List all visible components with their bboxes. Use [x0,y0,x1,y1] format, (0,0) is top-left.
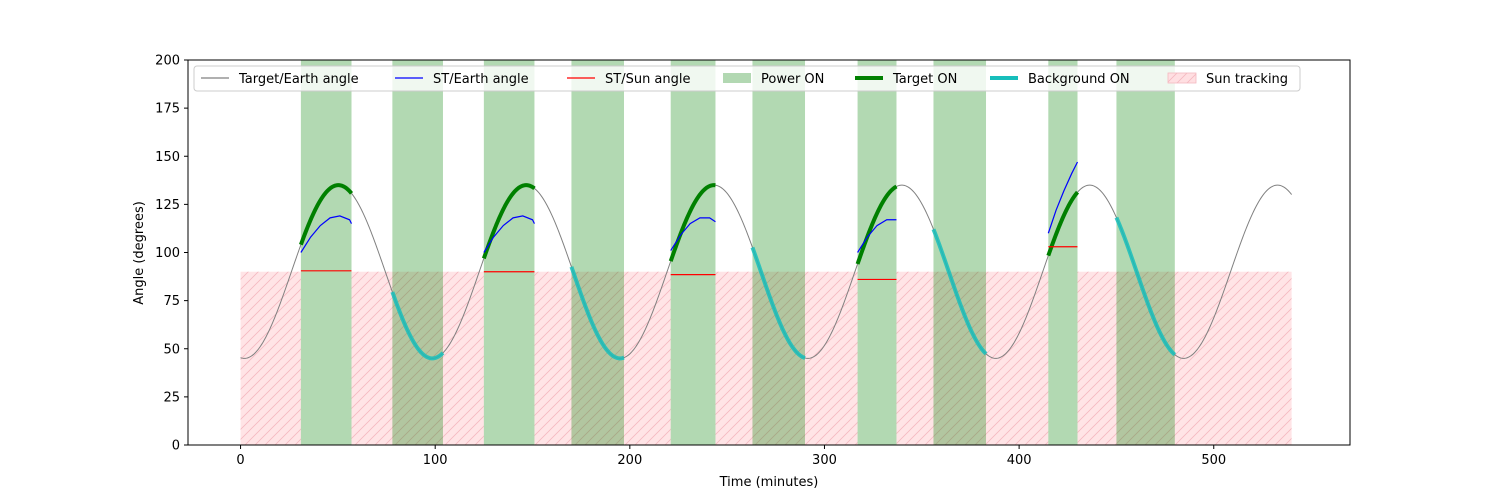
y-tick-label: 100 [155,246,180,261]
power-on-span [752,60,806,445]
st-sun-series [300,246,1078,281]
sun-tracking-hatch [351,271,484,445]
legend-swatch-hatch [1168,73,1196,83]
power-on-span [1116,60,1175,445]
sun-tracking-hatch [534,271,671,445]
background-on-segment [390,291,445,361]
target-on-segment [668,183,716,262]
target-on-segment [1046,190,1080,257]
st-earth-segment [483,215,535,253]
x-tick-label: 0 [236,453,244,468]
background-on-segment [750,246,806,360]
background-on-segment [931,228,988,356]
y-axis-ticks: 0 25 50 75 100 125 150 175 200 [155,54,188,454]
legend-label: ST/Sun angle [605,72,691,87]
st-earth-segment [857,219,897,253]
y-tick-label: 50 [163,342,180,357]
sun-tracking-hatch [715,271,858,445]
target-on-series [299,183,1080,265]
st-earth-segment [1047,161,1079,234]
legend-label: Sun tracking [1206,72,1288,87]
x-tick-label: 300 [812,453,837,468]
x-tick-label: 400 [1007,453,1032,468]
power-on-span [857,60,897,445]
x-tick-label: 200 [617,453,642,468]
legend-label: Target ON [892,72,957,87]
target-on-segment [855,184,898,265]
st-earth-segment [670,217,716,251]
legend-label: Background ON [1028,72,1130,87]
legend-label: Target/Earth angle [238,72,359,87]
y-tick-label: 125 [155,198,180,213]
legend-label: Power ON [761,72,824,87]
power-on-span [483,60,535,445]
power-on-regions [300,60,1175,445]
sun-tracking-hatch [896,271,1049,445]
y-tick-label: 150 [155,150,180,165]
x-tick-label: 100 [423,453,448,468]
st-earth-segment [300,215,353,253]
y-tick-label: 200 [155,54,180,69]
background-on-segment [569,266,625,361]
background-on-segment [1114,216,1177,357]
sun-tracking-hatch [240,271,301,445]
power-on-span [670,60,716,445]
target-on-segment [299,183,354,246]
y-tick-label: 25 [163,390,180,405]
x-tick-label: 500 [1201,453,1226,468]
target-on-segment [481,183,536,260]
legend: Target/Earth angle ST/Earth angle ST/Sun a… [193,65,1301,92]
y-tick-label: 75 [163,294,180,309]
legend-label: ST/Earth angle [433,72,529,87]
y-tick-label: 175 [155,102,180,117]
y-tick-label: 0 [172,439,180,454]
power-on-span [392,60,443,445]
sun-tracking-regions [240,271,1292,445]
power-on-span [1048,60,1078,445]
power-on-span [300,60,352,445]
legend-swatch [723,73,751,83]
power-on-span [571,60,624,445]
st-earth-series [300,161,1079,253]
background-on-series [390,216,1177,361]
x-axis-ticks: 0 100 200 300 400 500 [236,445,1226,468]
y-axis-label: Angle (degrees) [132,201,147,305]
x-axis-label: Time (minutes) [719,475,819,490]
